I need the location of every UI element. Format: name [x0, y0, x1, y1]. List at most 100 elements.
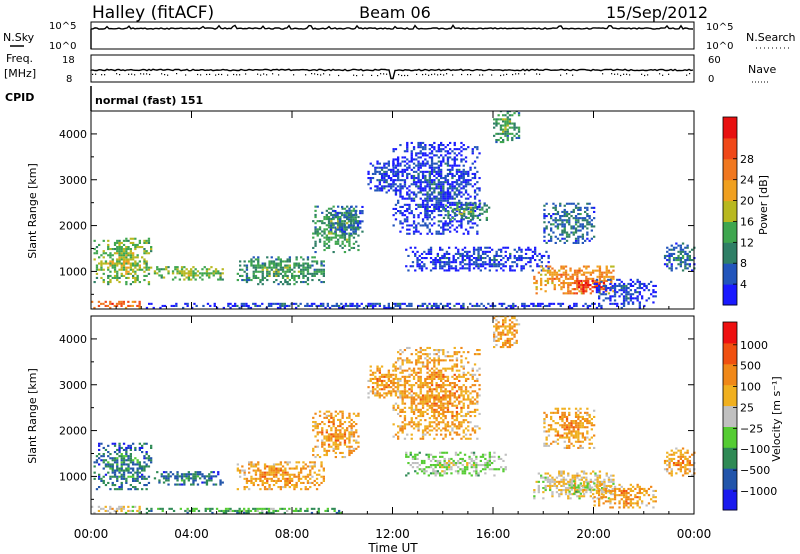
velocity-cell	[116, 475, 119, 478]
power-cell	[248, 260, 251, 263]
velocity-cell	[348, 449, 351, 452]
power-cell	[500, 263, 503, 266]
power-cell	[279, 272, 282, 275]
velocity-cell	[327, 410, 331, 413]
power-cell	[116, 260, 119, 263]
velocity-cell	[187, 477, 190, 480]
power-cell	[288, 283, 291, 286]
power-cell	[536, 254, 539, 257]
velocity-cell	[428, 386, 431, 389]
power-cell	[239, 264, 242, 267]
velocity-cell	[444, 355, 447, 358]
power-cell	[343, 232, 346, 235]
power-cell	[442, 148, 445, 151]
power-cell	[424, 146, 427, 149]
velocity-cell	[397, 379, 400, 382]
power-cell	[485, 218, 488, 221]
velocity-cell	[116, 488, 119, 491]
velocity-cell	[403, 349, 407, 352]
power-cell	[134, 264, 137, 267]
nave-dot	[446, 73, 448, 75]
power-cell	[582, 286, 585, 289]
power-cell	[437, 185, 440, 188]
power-cell	[453, 164, 456, 167]
power-cell	[551, 282, 554, 285]
power-cell	[643, 282, 646, 285]
power-cell	[511, 114, 514, 117]
power-cell	[495, 124, 498, 127]
power-cell	[508, 111, 512, 113]
power-cell	[100, 276, 103, 279]
velocity-cell	[433, 410, 436, 413]
power-cell	[118, 256, 121, 259]
power-cell	[122, 266, 126, 269]
velocity-cell	[451, 410, 454, 413]
power-cell	[540, 269, 543, 272]
power-cell	[430, 144, 434, 147]
power-cell	[461, 257, 464, 260]
power-cell	[560, 273, 563, 276]
power-cell	[406, 207, 409, 210]
power-cell	[485, 204, 488, 207]
velocity-cell	[401, 425, 404, 428]
power-cell	[564, 269, 568, 272]
power-cell	[261, 264, 264, 267]
power-cell	[540, 265, 543, 268]
velocity-cell	[446, 400, 450, 403]
power-cell	[380, 187, 384, 190]
power-cell	[378, 189, 381, 192]
velocity-cell	[143, 475, 146, 478]
power-cell	[127, 258, 130, 261]
velocity-cell	[147, 481, 151, 484]
power-cell	[488, 257, 491, 260]
power-cell	[281, 260, 285, 263]
power-cell	[573, 288, 576, 291]
power-cell	[330, 220, 333, 223]
velocity-cell	[254, 463, 258, 466]
velocity-cell	[403, 375, 407, 378]
velocity-cell	[236, 467, 239, 470]
power-cell	[421, 220, 425, 223]
velocity-cell	[312, 416, 315, 419]
power-cell	[268, 274, 271, 277]
velocity-cell	[327, 449, 331, 452]
power-cell	[454, 261, 458, 264]
power-cell	[148, 302, 151, 305]
power-cell	[458, 148, 461, 151]
velocity-cell	[444, 433, 447, 436]
power-cell	[595, 287, 599, 290]
power-cell	[462, 164, 465, 167]
nave-dot	[236, 74, 238, 76]
power-cell	[348, 240, 351, 243]
velocity-cell	[446, 410, 450, 413]
power-cell	[194, 272, 197, 275]
velocity-cell	[201, 473, 204, 476]
velocity-cell	[390, 382, 393, 385]
power-cell	[672, 248, 676, 251]
power-cell	[559, 223, 562, 226]
velocity-cell	[435, 398, 438, 401]
power-cell	[461, 265, 464, 268]
velocity-cell	[339, 421, 342, 424]
velocity-cell	[401, 396, 404, 399]
power-cell	[378, 183, 381, 186]
power-cell	[410, 304, 413, 307]
velocity-cell	[332, 433, 335, 436]
power-cell	[568, 202, 571, 205]
power-cell	[543, 217, 546, 220]
velocity-cell	[180, 477, 184, 480]
power-cell	[371, 164, 375, 167]
power-cell	[313, 268, 316, 271]
velocity-cell	[190, 473, 193, 476]
power-cell	[104, 262, 108, 265]
power-cell	[612, 269, 615, 272]
power-cell	[602, 282, 606, 285]
power-cell	[340, 302, 343, 305]
power-cell	[586, 219, 589, 222]
power-cell	[592, 271, 595, 274]
velocity-cell	[397, 382, 400, 385]
power-cell	[444, 181, 447, 184]
power-cell	[451, 164, 454, 167]
power-cell	[421, 304, 424, 307]
power-cell	[607, 292, 611, 295]
